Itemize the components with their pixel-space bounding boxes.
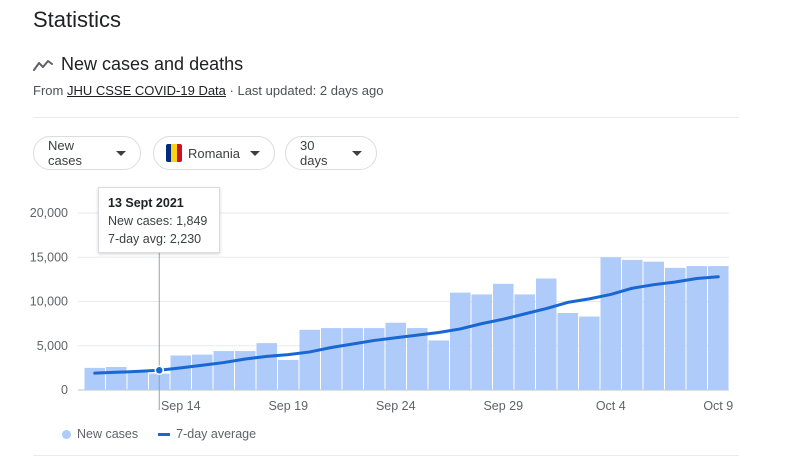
y-tick-label: 5,000 xyxy=(37,339,68,353)
bar-new-cases[interactable] xyxy=(106,366,127,390)
line-7-day-average xyxy=(93,275,720,375)
y-tick-label: 10,000 xyxy=(30,295,68,309)
bar-new-cases[interactable] xyxy=(192,354,213,390)
bar-new-cases[interactable] xyxy=(385,322,407,390)
bar-new-cases[interactable] xyxy=(579,316,600,390)
caret-down-icon xyxy=(352,150,362,156)
tooltip-avg: 7-day avg: 2,230 xyxy=(108,232,202,246)
bar-new-cases[interactable] xyxy=(471,294,493,390)
bar-new-cases[interactable] xyxy=(127,371,149,390)
range-dropdown-label: 30 days xyxy=(300,138,328,168)
divider xyxy=(33,455,739,456)
bar-new-cases[interactable] xyxy=(557,313,579,390)
bar-new-cases[interactable] xyxy=(600,257,622,390)
legend-line-swatch xyxy=(158,432,171,436)
bar-new-cases[interactable] xyxy=(622,259,643,390)
bar-new-cases[interactable] xyxy=(84,367,106,390)
bar-new-cases[interactable] xyxy=(364,328,385,390)
source-line: From JHU CSSE COVID-19 Data · Last updat… xyxy=(33,83,383,98)
country-dropdown-label: Romania xyxy=(187,145,240,161)
source-link[interactable]: JHU CSSE COVID-19 Data xyxy=(66,83,226,98)
country-dropdown[interactable]: Romania xyxy=(153,136,275,170)
section-header: New cases and deaths xyxy=(33,54,243,75)
range-dropdown[interactable]: 30 days xyxy=(285,136,377,170)
y-tick-label: 20,000 xyxy=(30,206,68,220)
last-updated: · Last updated: 2 days ago xyxy=(229,83,384,98)
metric-dropdown-label: New cases xyxy=(48,138,82,168)
source-prefix: From xyxy=(33,83,64,98)
romania-flag-icon xyxy=(166,144,182,162)
bar-new-cases[interactable] xyxy=(428,340,450,390)
bar-new-cases[interactable] xyxy=(278,359,299,390)
bar-new-cases[interactable] xyxy=(299,329,321,390)
page-title: Statistics xyxy=(33,7,122,32)
tooltip-new-cases: New cases: 1,849 xyxy=(108,214,208,228)
legend-bar-swatch xyxy=(62,429,71,439)
bar-new-cases[interactable] xyxy=(493,283,514,390)
tooltip-date: 13 Sept 2021 xyxy=(108,196,184,210)
caret-down-icon xyxy=(250,150,260,156)
bar-new-cases[interactable] xyxy=(536,278,557,390)
bar-new-cases[interactable] xyxy=(256,343,278,390)
divider xyxy=(33,117,739,118)
bar-new-cases[interactable] xyxy=(686,266,708,390)
bar-new-cases[interactable] xyxy=(665,267,686,390)
y-tick-label: 15,000 xyxy=(30,250,68,264)
x-tick-label: Sep 24 xyxy=(376,399,416,413)
section-title: New cases and deaths xyxy=(61,54,244,74)
chart-legend: New cases 7-day average xyxy=(62,427,256,441)
x-tick-label: Sep 29 xyxy=(483,399,523,413)
bar-new-cases[interactable] xyxy=(213,351,235,390)
x-tick-label: Oct 4 xyxy=(596,399,626,413)
bar-new-cases[interactable] xyxy=(450,292,471,390)
metric-dropdown[interactable]: New cases xyxy=(33,136,141,170)
hover-point-marker xyxy=(154,365,164,376)
bar-new-cases[interactable] xyxy=(708,266,729,390)
chart-tooltip: 13 Sept 2021 New cases: 1,849 7-day avg:… xyxy=(98,187,220,253)
x-tick-label: Sep 14 xyxy=(161,399,201,413)
bar-new-cases[interactable] xyxy=(321,328,342,390)
y-tick-label: 0 xyxy=(61,383,68,397)
trending-line-icon xyxy=(33,59,53,71)
caret-down-icon xyxy=(116,150,126,156)
bar-new-cases[interactable] xyxy=(643,261,665,390)
bar-new-cases[interactable] xyxy=(170,355,192,390)
bar-new-cases[interactable] xyxy=(514,294,536,390)
x-tick-label: Oct 9 xyxy=(703,399,733,413)
bar-new-cases[interactable] xyxy=(407,328,428,390)
x-tick-label: Sep 19 xyxy=(268,399,308,413)
legend-line-label: 7-day average xyxy=(176,427,257,441)
legend-bars-label: New cases xyxy=(77,427,139,441)
bar-new-cases[interactable] xyxy=(342,328,364,390)
